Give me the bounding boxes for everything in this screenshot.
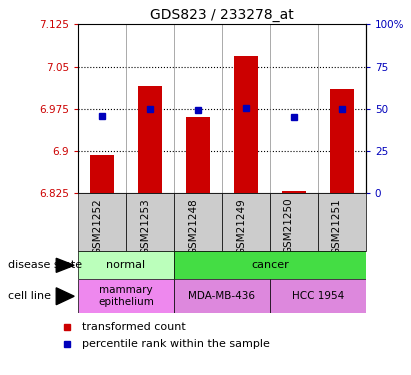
Text: mammary
epithelium: mammary epithelium <box>98 285 154 307</box>
Bar <box>90 155 114 193</box>
Bar <box>282 191 306 193</box>
Text: transformed count: transformed count <box>82 322 186 332</box>
Bar <box>78 279 174 313</box>
Text: percentile rank within the sample: percentile rank within the sample <box>82 339 270 349</box>
Text: GSM21252: GSM21252 <box>92 198 102 255</box>
Bar <box>174 279 270 313</box>
Bar <box>78 251 174 279</box>
Bar <box>234 57 258 193</box>
Text: GSM21248: GSM21248 <box>188 198 198 255</box>
Polygon shape <box>56 258 74 272</box>
Text: cell line: cell line <box>8 291 51 301</box>
Text: disease state: disease state <box>8 260 82 270</box>
Bar <box>78 193 126 251</box>
Bar <box>318 193 366 251</box>
Bar <box>222 193 270 251</box>
Text: GSM21251: GSM21251 <box>332 198 342 255</box>
Text: MDA-MB-436: MDA-MB-436 <box>188 291 256 301</box>
Bar <box>126 193 174 251</box>
Text: GSM21250: GSM21250 <box>284 198 294 254</box>
Text: cancer: cancer <box>251 260 289 270</box>
Text: HCC 1954: HCC 1954 <box>292 291 344 301</box>
Bar <box>186 117 210 193</box>
Text: GSM21253: GSM21253 <box>140 198 150 255</box>
Bar <box>270 193 318 251</box>
Bar <box>270 279 366 313</box>
Bar <box>174 193 222 251</box>
Text: normal: normal <box>106 260 145 270</box>
Title: GDS823 / 233278_at: GDS823 / 233278_at <box>150 8 294 22</box>
Bar <box>138 86 162 193</box>
Bar <box>174 251 366 279</box>
Bar <box>330 89 354 193</box>
Text: GSM21249: GSM21249 <box>236 198 246 255</box>
Polygon shape <box>56 288 74 304</box>
